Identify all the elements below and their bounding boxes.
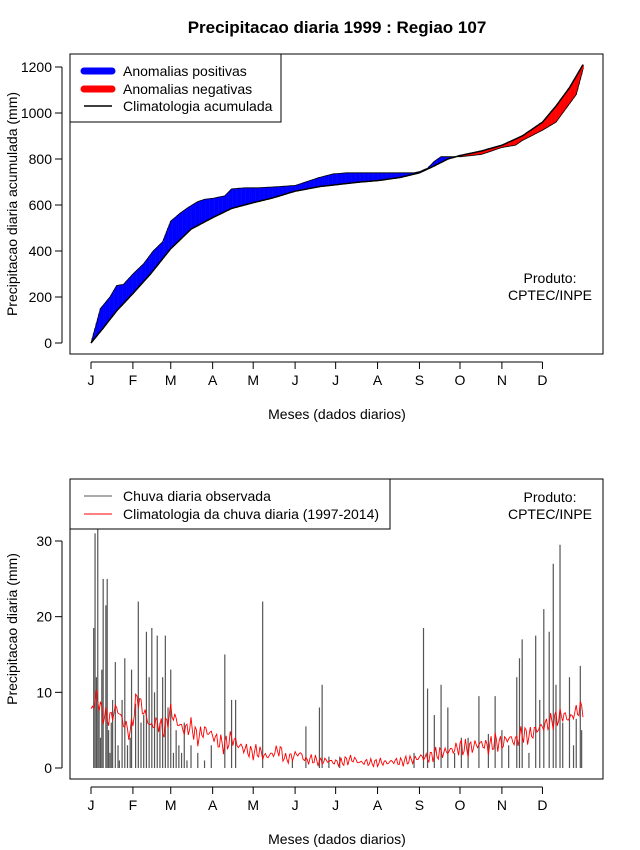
bottom-x-tick-label: F	[129, 797, 138, 813]
top-climatology-line	[90, 64, 584, 344]
bottom-y-tick-label: 20	[36, 609, 52, 625]
top-x-tick-label: N	[497, 372, 507, 388]
legend-climatology-daily-label: Climatologia da chuva diaria (1997-2014)	[123, 506, 379, 522]
top-x-tick-label: A	[373, 372, 383, 388]
top-x-axis-label: Meses (dados diarios)	[268, 406, 406, 422]
bottom-x-tick-label: A	[373, 797, 383, 813]
top-y-tick-label: 0	[44, 335, 52, 351]
bottom-x-tick-label: S	[415, 797, 424, 813]
bottom-x-tick-label: O	[455, 797, 466, 813]
observed-accumulated-line	[90, 69, 584, 344]
bottom-y-tick-label: 0	[44, 760, 52, 776]
bottom-x-tick-label: M	[247, 797, 259, 813]
bottom-legend: Chuva diaria observada Climatologia da c…	[69, 478, 391, 530]
top-chart-title: Precipitacao diaria 1999 : Regiao 107	[188, 18, 487, 37]
top-x-tick-label: J	[332, 372, 339, 388]
top-y-axis: 0 200 400 600 800 1000 1200	[21, 59, 63, 351]
bottom-legend-box	[69, 478, 391, 530]
top-y-tick-label: 1200	[21, 59, 52, 75]
top-x-tick-label: D	[537, 372, 547, 388]
bottom-annotation-line1: Produto:	[524, 489, 577, 505]
bottom-plot-area	[69, 478, 604, 780]
bottom-x-tick-label: J	[88, 797, 95, 813]
bottom-x-tick-label: A	[208, 797, 218, 813]
top-x-tick-label: A	[208, 372, 218, 388]
legend-observed-label: Chuva diaria observada	[123, 488, 271, 504]
top-y-tick-label: 200	[29, 289, 53, 305]
top-x-tick-label: S	[415, 372, 424, 388]
bottom-x-axis-label: Meses (dados diarios)	[268, 831, 406, 847]
bottom-observed-bars	[93, 510, 583, 768]
bottom-climatology-line	[90, 689, 584, 768]
legend-positive-label: Anomalias positivas	[123, 63, 247, 79]
bottom-x-tick-label: M	[165, 797, 177, 813]
bottom-y-axis-label: Precipitacao diaria (mm)	[4, 553, 20, 705]
top-y-tick-label: 1000	[21, 105, 52, 121]
legend-climatology-label: Climatologia acumulada	[123, 98, 273, 114]
bottom-y-axis: 0 10 20 30	[36, 533, 63, 776]
bottom-annotation-line2: CPTEC/INPE	[508, 506, 592, 522]
top-plot-area	[69, 53, 604, 355]
top-x-tick-label: M	[247, 372, 259, 388]
bottom-x-tick-label: J	[292, 797, 299, 813]
bottom-y-tick-label: 30	[36, 533, 52, 549]
top-legend: Anomalias positivas Anomalias negativas …	[69, 53, 282, 123]
legend-negative-label: Anomalias negativas	[123, 81, 252, 97]
top-y-tick-label: 400	[29, 243, 53, 259]
top-x-tick-label: O	[455, 372, 466, 388]
top-y-tick-label: 600	[29, 197, 53, 213]
top-x-tick-label: J	[292, 372, 299, 388]
top-y-axis-label: Precipitacao diaria acumulada (mm)	[4, 92, 20, 316]
top-x-tick-label: J	[88, 372, 95, 388]
top-y-tick-label: 800	[29, 151, 53, 167]
bottom-x-tick-label: D	[537, 797, 547, 813]
top-x-tick-label: F	[129, 372, 138, 388]
top-plot-frame	[69, 53, 604, 355]
top-annotation-line2: CPTEC/INPE	[508, 287, 592, 303]
top-x-tick-label: M	[165, 372, 177, 388]
top-annotation-line1: Produto:	[524, 270, 577, 286]
bottom-y-tick-label: 10	[36, 684, 52, 700]
bottom-x-tick-label: N	[497, 797, 507, 813]
bottom-x-tick-label: J	[332, 797, 339, 813]
